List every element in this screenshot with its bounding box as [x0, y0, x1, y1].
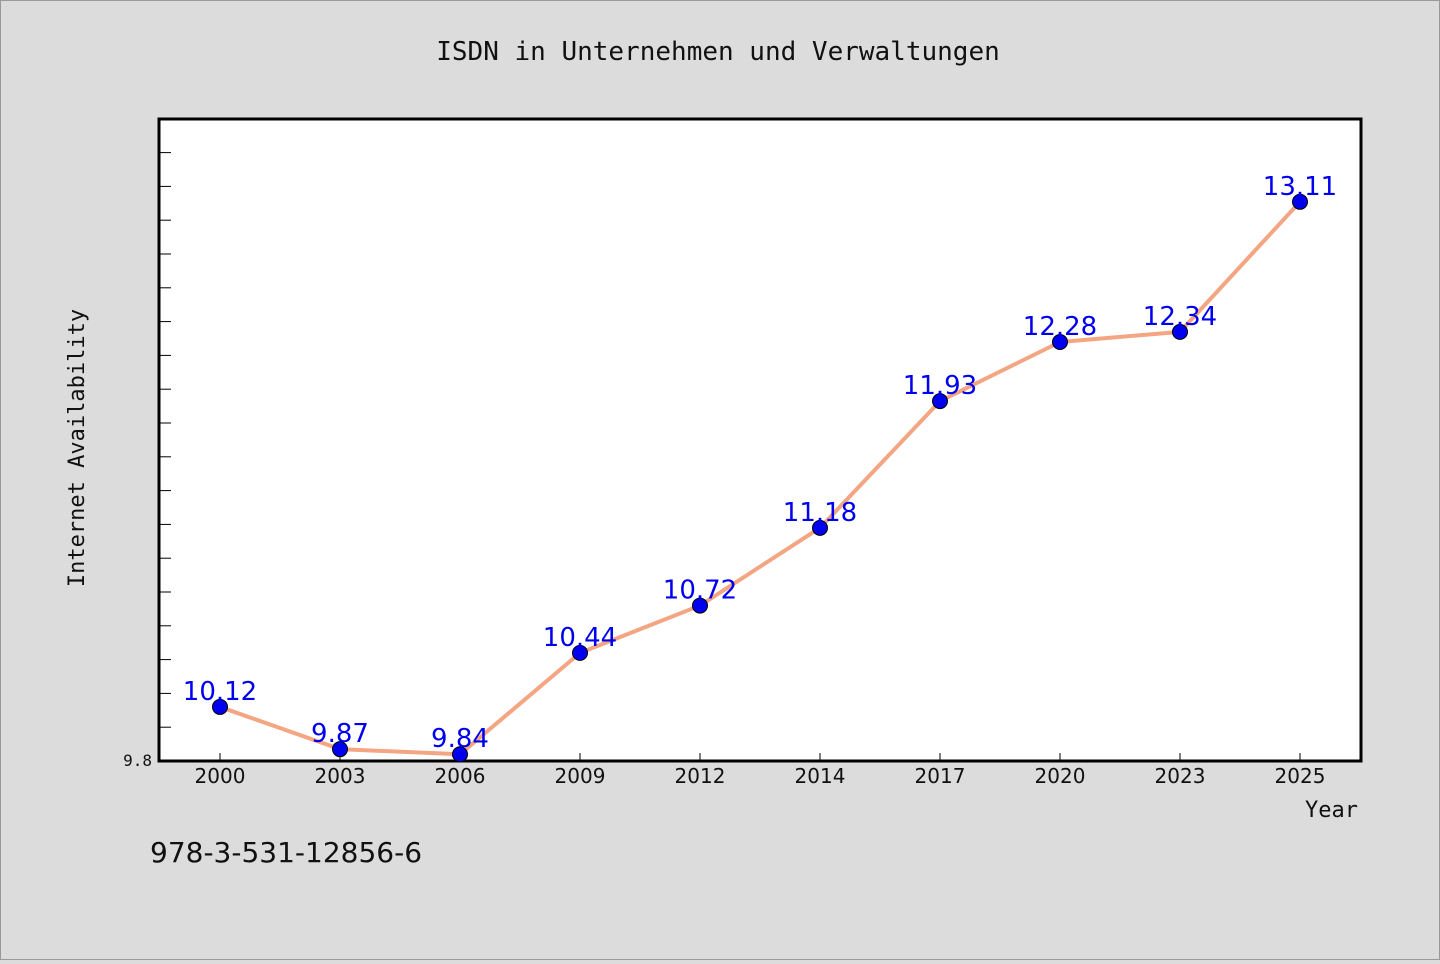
series-line: [218, 199, 1302, 757]
data-label: 11.93: [903, 371, 977, 401]
data-label: 10.72: [663, 576, 737, 606]
data-label: 9.87: [311, 719, 369, 749]
plot-area: [157, 117, 1363, 763]
y-tick-label: 9.8: [123, 751, 152, 770]
data-point: [1172, 323, 1188, 340]
x-tick-label: 2003: [315, 764, 366, 788]
data-label: 11.18: [783, 498, 857, 528]
x-tick-label: 2009: [555, 764, 606, 788]
x-axis-title: Year: [1305, 798, 1358, 823]
data-point: [1052, 334, 1068, 351]
data-point: [572, 644, 588, 661]
x-tick-label: 2014: [795, 764, 846, 788]
data-label: 10.44: [543, 623, 617, 653]
data-point: [692, 597, 708, 614]
x-tick-label: 2025: [1275, 764, 1326, 788]
data-label: 13.11: [1263, 172, 1337, 202]
data-label: 12.28: [1023, 312, 1097, 342]
data-point: [932, 393, 948, 410]
x-tick-label: 2020: [1035, 764, 1086, 788]
x-tick-label: 2012: [675, 764, 726, 788]
data-point: [212, 698, 228, 715]
data-point: [812, 519, 828, 536]
data-label: 10.12: [183, 677, 257, 707]
data-point: [332, 741, 348, 758]
data-labels: 10.12 9.87 9.84 10.44 10.72 11.18 11.93 12.28 12…: [183, 172, 1337, 754]
x-tick-label: 2000: [195, 764, 246, 788]
y-axis-title: Internet Availability: [65, 309, 90, 587]
data-point: [1292, 193, 1308, 210]
x-tick-label: 2006: [435, 764, 486, 788]
chart-title: ISDN in Unternehmen und Verwaltungen: [436, 37, 1000, 67]
data-label: 9.84: [431, 724, 489, 754]
isbn-footnote: 978-3-531-12856-6: [150, 836, 422, 869]
x-tick-label: 2023: [1155, 764, 1206, 788]
data-point: [452, 746, 468, 763]
series-markers: [212, 193, 1308, 763]
x-axis-tick-labels: 2000 2003 2006 2009 2012 2014 2017 2020 2023 2025: [195, 764, 1326, 788]
x-tick-label: 2017: [915, 764, 966, 788]
y-axis-ticks: [159, 152, 171, 762]
data-label: 12.34: [1143, 302, 1217, 332]
